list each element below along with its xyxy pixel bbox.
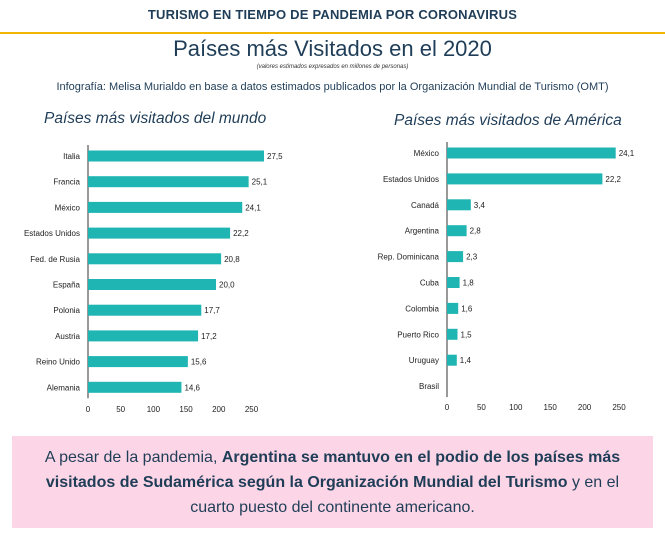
- america-value-label: 1,4: [460, 356, 472, 365]
- world-tick-label: 250: [245, 405, 259, 414]
- america-value-label: 2,3: [466, 253, 478, 262]
- world-value-label: 27,5: [267, 152, 283, 161]
- america-category-label: Rep. Dominicana: [378, 253, 440, 262]
- america-category-label: Colombia: [405, 304, 439, 313]
- credit-line: Infografía: Melisa Murialdo en base a da…: [56, 81, 609, 93]
- america-bar: [447, 199, 471, 211]
- america-bar: [447, 277, 460, 288]
- america-value-label: 2,8: [470, 227, 482, 236]
- world-bar: [88, 304, 202, 316]
- world-category-label: Polonia: [53, 306, 80, 315]
- world-tick-label: 100: [147, 405, 161, 414]
- world-value-label: 20,0: [219, 281, 235, 290]
- america-category-label: Puerto Rico: [397, 330, 439, 339]
- america-tick-label: 200: [578, 403, 592, 412]
- banner-title: TURISMO EN TIEMPO DE PANDEMIA POR CORONA…: [147, 7, 518, 22]
- world-bar: [88, 356, 188, 368]
- callout-box: [12, 436, 653, 528]
- america-category-label: México: [414, 149, 440, 158]
- world-value-label: 17,7: [204, 306, 220, 315]
- world-value-label: 24,1: [245, 203, 261, 212]
- america-bar: [447, 328, 458, 340]
- world-category-label: Fed. de Rusia: [30, 255, 80, 264]
- world-category-label: Francia: [53, 178, 80, 187]
- world-tick-label: 50: [116, 405, 125, 414]
- america-category-label: Estados Unidos: [383, 175, 439, 184]
- america-bar: [447, 173, 603, 185]
- world-category-label: Estados Unidos: [24, 229, 80, 238]
- page-title: Países más Visitados en el 2020: [173, 36, 492, 61]
- america-value-label: 22,2: [605, 175, 621, 184]
- world-category-label: México: [55, 203, 81, 212]
- america-value-label: 1,8: [463, 279, 475, 288]
- callout-text-ending: y en el cuarto puesto del continente ame…: [190, 474, 620, 516]
- world-value-label: 15,6: [191, 358, 207, 367]
- callout-text-intro: A pesar de la pandemia,: [44, 449, 222, 466]
- world-bar: [88, 330, 199, 342]
- world-value-label: 17,2: [201, 332, 217, 341]
- world-bar: [88, 201, 243, 213]
- callout-text-highlight: Argentina se mantuvo en el podio de los …: [45, 449, 621, 491]
- world-value-label: 14,6: [184, 383, 200, 392]
- america-value-label: 1,6: [461, 304, 473, 313]
- america-tick-label: 150: [544, 403, 558, 412]
- world-tick-label: 0: [86, 405, 91, 414]
- america-bar: [447, 302, 459, 314]
- america-chart-title: Países más visitados de América: [394, 112, 622, 129]
- world-category-label: Italia: [63, 152, 80, 161]
- world-value-label: 20,8: [224, 255, 240, 264]
- america-category-label: Canadá: [411, 201, 440, 210]
- world-category-label: Austria: [55, 332, 80, 341]
- world-bar-chart: Italia 27,5 Francia 25,1 México 24,1 Estados U…: [24, 145, 283, 414]
- america-bar-chart: México 24,1 Estados Unidos 22,2 Canadá 3,4 Arg…: [378, 142, 635, 412]
- america-category-label: Cuba: [420, 279, 440, 288]
- america-tick-label: 50: [477, 403, 486, 412]
- america-category-label: Brasil: [419, 382, 439, 391]
- america-tick-label: 0: [445, 403, 450, 412]
- america-bar: [447, 225, 467, 237]
- world-value-label: 22,2: [233, 229, 249, 238]
- america-bar: [447, 147, 616, 159]
- world-bar: [88, 279, 216, 290]
- america-tick-label: 250: [612, 403, 626, 412]
- units-note: (valores estimados expresados en millone…: [256, 64, 409, 70]
- world-category-label: Reino Unido: [36, 358, 81, 367]
- america-tick-label: 100: [509, 403, 523, 412]
- world-category-label: España: [53, 281, 81, 290]
- world-value-label: 25,1: [252, 178, 268, 187]
- america-value-label: 1,5: [461, 330, 473, 339]
- america-value-label: 3,4: [474, 201, 486, 210]
- world-bar: [88, 227, 231, 239]
- world-tick-label: 200: [212, 405, 226, 414]
- world-bar: [88, 150, 264, 162]
- world-bar: [88, 381, 182, 393]
- header-divider: [0, 32, 665, 34]
- world-bar: [88, 253, 222, 265]
- america-value-label: 24,1: [619, 149, 635, 158]
- world-tick-label: 150: [179, 405, 193, 414]
- america-bar: [447, 251, 464, 263]
- america-bar: [447, 354, 457, 366]
- callout-text: A pesar de la pandemia, Argentina se man…: [30, 445, 635, 520]
- america-category-label: Argentina: [405, 227, 440, 236]
- world-chart-title: Países más visitados del mundo: [44, 110, 267, 127]
- world-bar: [88, 176, 249, 188]
- america-category-label: Uruguay: [409, 356, 439, 365]
- world-category-label: Alemania: [47, 383, 81, 392]
